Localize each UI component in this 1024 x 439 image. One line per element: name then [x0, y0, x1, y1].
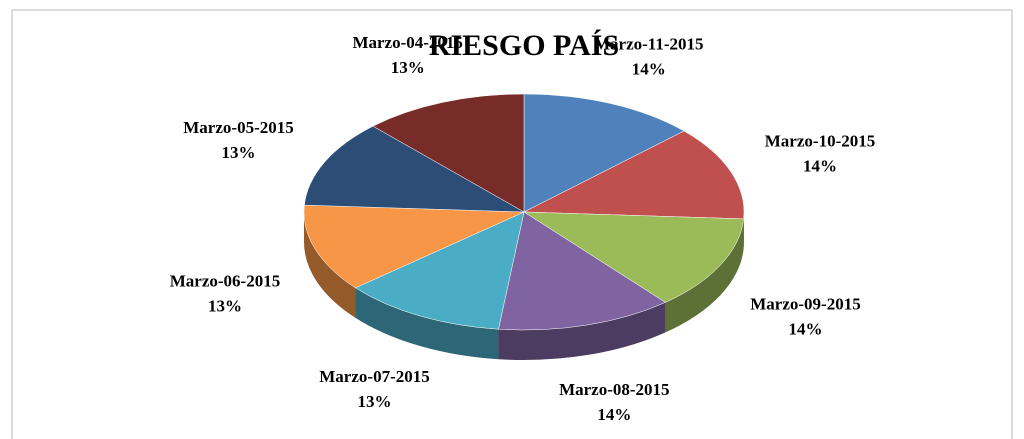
slice	[304, 125, 525, 213]
slice	[498, 211, 666, 331]
slice	[372, 93, 525, 213]
slice-side	[498, 302, 666, 360]
slice-value-label: 13%	[208, 297, 242, 316]
slice	[523, 93, 685, 213]
slice-value-label: 14%	[632, 60, 666, 79]
slice-side	[304, 212, 356, 318]
slice	[523, 211, 744, 303]
slice-label: Marzo-09-2015	[750, 294, 860, 313]
slice	[354, 211, 525, 330]
slice-value-label: 14%	[803, 156, 837, 175]
slice-value-label: 14%	[597, 405, 631, 424]
slice-value-label: 13%	[222, 143, 256, 162]
slice-label: Marzo-07-2015	[319, 367, 429, 386]
slice-label: Marzo-04-2015	[352, 33, 462, 52]
slice-label: Marzo-06-2015	[170, 272, 280, 291]
slice-label: Marzo-10-2015	[765, 131, 875, 150]
chart-title: RIESGO PAÍS	[429, 29, 619, 62]
slice-side	[665, 218, 744, 333]
slice-label: Marzo-08-2015	[559, 380, 669, 399]
slice-label: Marzo-11-2015	[594, 35, 704, 54]
slice	[303, 204, 525, 289]
slice	[523, 130, 745, 220]
slice-label: Marzo-05-2015	[183, 118, 293, 137]
slice-side	[355, 287, 499, 360]
slice-value-label: 14%	[788, 319, 822, 338]
slice-value-label: 13%	[358, 392, 392, 411]
slice-value-label: 13%	[391, 58, 425, 77]
